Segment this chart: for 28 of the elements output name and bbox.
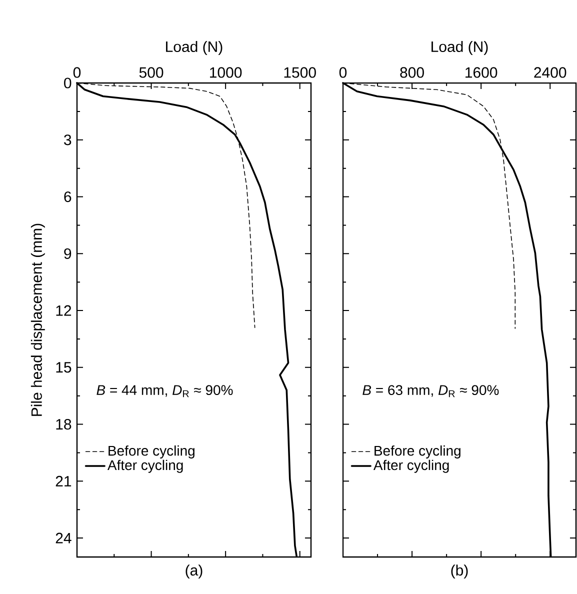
y-tick-label: 6: [64, 191, 72, 202]
text: (a): [186, 564, 202, 579]
x-tick-label: 1600: [466, 67, 498, 78]
x-axis-title: Load (N): [432, 41, 488, 55]
y-tick-label: 9: [64, 248, 72, 259]
x-tick-label: 1500: [284, 67, 316, 78]
y-tick-label: 24: [56, 532, 72, 544]
legend-label: After cycling: [107, 460, 183, 473]
y-tick-label: 3: [64, 134, 72, 146]
y-tick-label: 0: [64, 78, 72, 88]
y-tick-label: 12: [56, 305, 72, 316]
x-tick-label: 0: [339, 67, 347, 78]
legend-label: After cycling: [373, 460, 449, 473]
annotation: B = 63 mm, D$_{R}$ ≈ 90%: [362, 385, 499, 398]
x-tick-label: 800: [400, 67, 424, 78]
y-tick-label: 18: [56, 418, 72, 430]
annotation: B = 44 mm, D$_{R}$ ≈ 90%: [96, 385, 233, 398]
y-axis-title: Pile head displacement (mm): [30, 224, 45, 416]
legend-label: Before cycling: [374, 445, 460, 458]
x-tick-label: 500: [139, 67, 164, 78]
text: (b): [451, 564, 468, 579]
x-tick-label: 0: [73, 67, 81, 78]
y-tick-label: 15: [56, 362, 72, 373]
y-tick-label: 21: [56, 476, 72, 486]
x-tick-label: 2400: [534, 67, 566, 78]
x-tick-label: 1000: [210, 67, 242, 78]
x-axis-title: Load (N): [166, 41, 222, 55]
legend-label: Before cycling: [108, 445, 194, 458]
